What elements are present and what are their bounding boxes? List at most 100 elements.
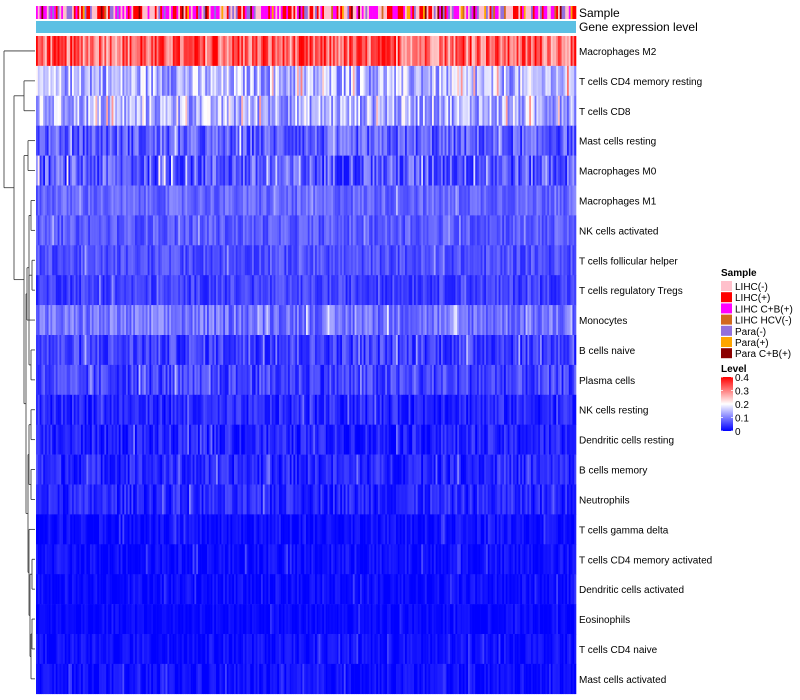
heatmap-cell bbox=[237, 215, 240, 246]
heatmap-cell bbox=[234, 275, 237, 306]
sample-cell bbox=[190, 6, 193, 19]
sample-cell bbox=[126, 6, 129, 19]
heatmap-cell bbox=[567, 125, 570, 156]
heatmap-cell bbox=[446, 394, 449, 425]
heatmap-cell bbox=[133, 65, 136, 97]
heatmap-cell bbox=[284, 245, 287, 276]
heatmap-cell bbox=[374, 95, 377, 126]
heatmap-cell bbox=[266, 394, 269, 425]
heatmap-cell bbox=[307, 305, 310, 336]
heatmap-cell bbox=[354, 185, 357, 216]
heatmap-cell bbox=[390, 275, 393, 306]
heatmap-cell bbox=[360, 424, 363, 455]
heatmap-cell bbox=[556, 364, 559, 396]
heatmap-cell bbox=[540, 185, 543, 216]
heatmap-cell bbox=[379, 155, 382, 186]
heatmap-cell bbox=[160, 275, 163, 306]
heatmap-cell bbox=[457, 95, 460, 126]
heatmap-cell bbox=[252, 125, 255, 156]
heatmap-cell bbox=[401, 95, 404, 126]
heatmap-cell bbox=[354, 65, 357, 97]
heatmap-cell bbox=[288, 364, 291, 396]
heatmap-cell bbox=[39, 125, 42, 156]
heatmap-cell bbox=[324, 245, 327, 276]
heatmap-cell bbox=[129, 36, 132, 67]
sample-cell bbox=[498, 6, 501, 19]
heatmap-cell bbox=[230, 155, 233, 186]
heatmap-cell bbox=[408, 424, 411, 455]
heatmap-cell bbox=[543, 424, 546, 455]
heatmap-cell bbox=[567, 454, 570, 485]
heatmap-cell bbox=[228, 305, 231, 336]
sample-cell bbox=[61, 6, 64, 19]
sample-cell bbox=[142, 6, 145, 19]
heatmap-cell bbox=[423, 394, 426, 425]
heatmap-cell bbox=[171, 125, 174, 156]
heatmap-cell bbox=[568, 125, 571, 156]
heatmap-cell bbox=[498, 305, 501, 336]
heatmap-cell bbox=[565, 215, 568, 246]
heatmap-cell bbox=[522, 305, 525, 336]
heatmap-cell bbox=[271, 125, 274, 156]
heatmap-cell bbox=[198, 305, 201, 336]
heatmap-cell bbox=[232, 275, 235, 306]
heatmap-cell bbox=[234, 65, 237, 97]
heatmap-cell bbox=[293, 305, 296, 336]
heatmap-cell bbox=[99, 185, 102, 216]
heatmap-cell bbox=[520, 185, 523, 216]
heatmap-cell bbox=[91, 125, 94, 156]
heatmap-cell bbox=[372, 364, 375, 396]
heatmap-cell bbox=[100, 394, 103, 425]
heatmap-cell bbox=[527, 95, 530, 126]
heatmap-cell bbox=[547, 424, 550, 455]
heatmap-cell bbox=[453, 155, 456, 186]
heatmap-cell bbox=[502, 335, 505, 366]
heatmap-cell bbox=[109, 185, 112, 216]
heatmap-cell bbox=[397, 305, 400, 336]
sample-cell bbox=[171, 6, 174, 19]
heatmap-cell bbox=[153, 305, 156, 336]
heatmap-cell bbox=[401, 394, 404, 425]
heatmap-cell bbox=[243, 364, 246, 396]
sample-cell bbox=[86, 6, 89, 19]
sample-cell bbox=[385, 6, 388, 19]
heatmap-cell bbox=[127, 454, 130, 485]
heatmap-cell bbox=[145, 454, 148, 485]
heatmap-cell bbox=[529, 185, 532, 216]
heatmap-cell bbox=[102, 275, 105, 306]
heatmap-cell bbox=[172, 125, 175, 156]
heatmap-cell bbox=[100, 245, 103, 276]
sample-cell bbox=[478, 6, 481, 19]
heatmap-cell bbox=[307, 215, 310, 246]
heatmap-cell bbox=[462, 215, 465, 246]
heatmap-cell bbox=[374, 394, 377, 425]
heatmap-cell bbox=[574, 65, 577, 97]
heatmap-cell bbox=[541, 215, 544, 246]
heatmap-cell bbox=[196, 394, 199, 425]
sample-cell bbox=[135, 6, 138, 19]
heatmap-cell bbox=[84, 394, 87, 425]
heatmap-cell bbox=[412, 36, 415, 67]
heatmap-cell bbox=[63, 484, 66, 515]
heatmap-cell bbox=[378, 245, 381, 276]
heatmap-cell bbox=[117, 335, 120, 366]
heatmap-cell bbox=[55, 185, 58, 216]
heatmap-cell bbox=[491, 185, 494, 216]
heatmap-cell bbox=[279, 95, 282, 126]
heatmap-cell bbox=[81, 364, 84, 396]
heatmap-cell bbox=[79, 454, 82, 485]
heatmap-cell bbox=[216, 36, 219, 67]
heatmap-cell bbox=[316, 36, 319, 67]
heatmap-cell bbox=[487, 185, 490, 216]
heatmap-cell bbox=[288, 245, 291, 276]
heatmap-cell bbox=[291, 335, 294, 366]
sample-cell bbox=[318, 6, 321, 19]
heatmap-cell bbox=[462, 424, 465, 455]
heatmap-cell bbox=[466, 275, 469, 306]
heatmap-cell bbox=[198, 95, 201, 126]
heatmap-cell bbox=[325, 155, 328, 186]
heatmap-cell bbox=[403, 305, 406, 336]
heatmap-cell bbox=[207, 484, 210, 515]
heatmap-cell bbox=[241, 424, 244, 455]
heatmap-cell bbox=[561, 364, 564, 396]
